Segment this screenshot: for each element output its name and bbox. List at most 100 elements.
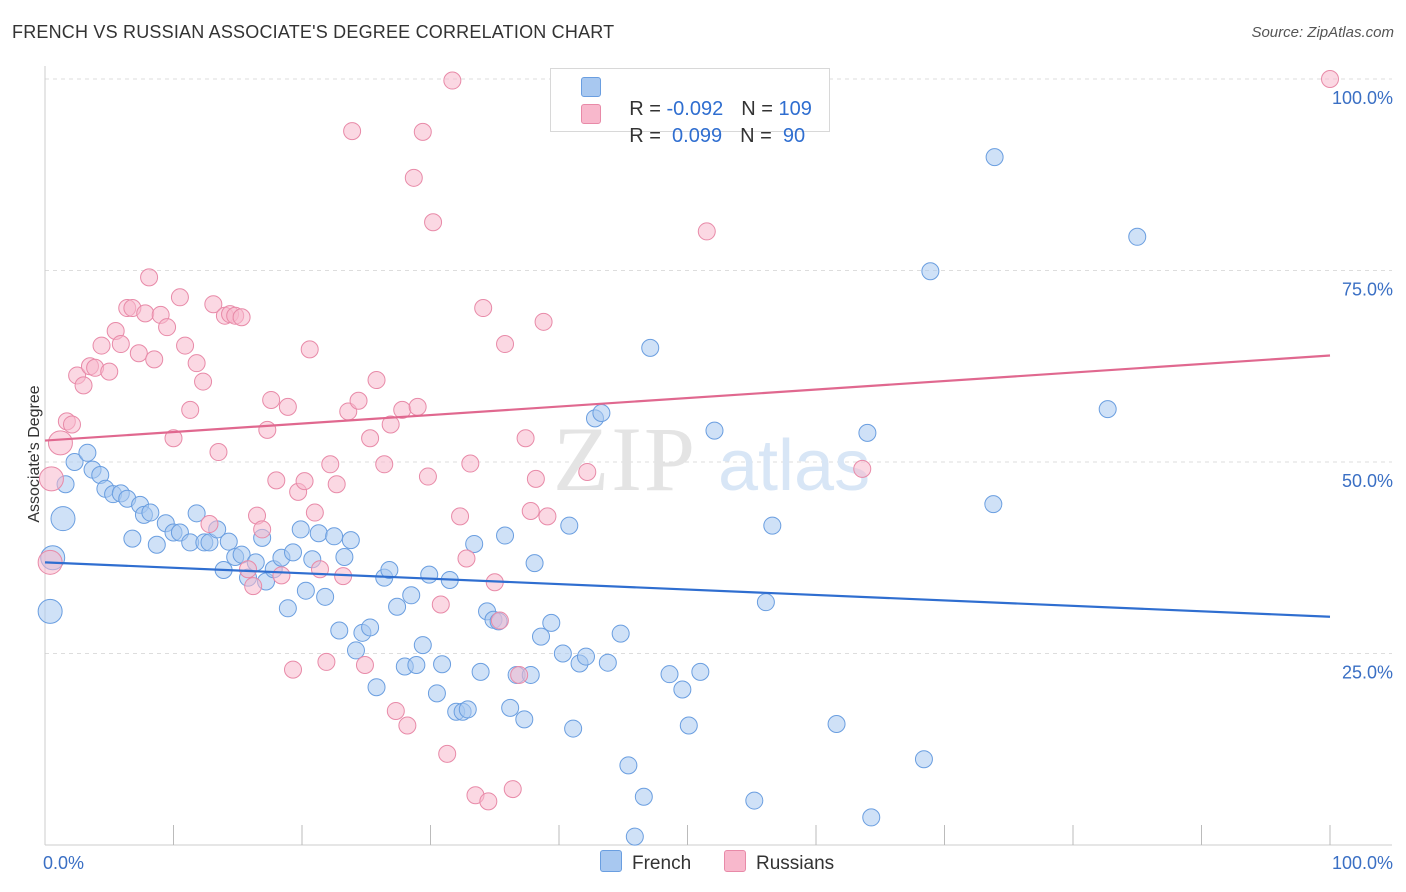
russian-point xyxy=(136,304,155,323)
russian-point xyxy=(170,288,189,307)
russian-point xyxy=(443,71,462,90)
russian-point xyxy=(1321,70,1339,88)
russian-point xyxy=(74,376,93,395)
french-point xyxy=(827,714,846,733)
french-point xyxy=(984,495,1003,514)
french-point xyxy=(471,662,490,681)
french-point xyxy=(501,698,520,717)
russian-point xyxy=(404,168,423,187)
russian-point xyxy=(343,122,362,141)
french-point xyxy=(660,665,679,684)
french-point xyxy=(37,598,63,624)
legend-row-russians: R = 0.099 N = 90 xyxy=(581,102,805,147)
french-point xyxy=(679,716,698,735)
french-swatch xyxy=(581,77,601,97)
french-point xyxy=(78,443,97,462)
russians-n-label: N = xyxy=(740,125,778,147)
x-tick-label: 0.0% xyxy=(43,853,84,873)
french-point xyxy=(325,527,344,546)
legend-item-russians[interactable]: Russians xyxy=(724,850,834,875)
french-point xyxy=(673,680,692,699)
russians-legend-label: Russians xyxy=(756,853,835,874)
russian-point xyxy=(424,213,443,232)
french-point xyxy=(147,535,166,554)
russian-point xyxy=(129,344,148,363)
french-point xyxy=(619,756,638,775)
french-point xyxy=(1098,400,1117,419)
french-point xyxy=(598,653,617,672)
french-point xyxy=(367,678,386,697)
legend-item-french[interactable]: French xyxy=(600,850,691,875)
legend-row-french: R = -0.092 N = 109 xyxy=(581,75,812,120)
french-point xyxy=(309,524,328,543)
russian-point xyxy=(408,397,427,416)
russian-point xyxy=(305,503,324,522)
russian-point xyxy=(431,595,450,614)
russian-point xyxy=(538,507,557,526)
russian-point xyxy=(244,577,263,596)
french-point xyxy=(341,531,360,550)
russians-r-label: R = xyxy=(629,125,667,147)
french-point xyxy=(525,554,544,573)
russian-point xyxy=(534,312,553,331)
french-point xyxy=(458,700,477,719)
correlation-legend: R = -0.092 N = 109 R = 0.099 N = 90 xyxy=(550,68,830,147)
french-point xyxy=(691,662,710,681)
french-point xyxy=(402,586,421,605)
french-point xyxy=(316,587,335,606)
axes xyxy=(44,66,1392,846)
french-point xyxy=(592,403,611,422)
y-tick-label: 25.0% xyxy=(1342,663,1393,683)
russian-point xyxy=(145,350,164,369)
russian-point xyxy=(194,372,213,391)
chart-title: FRENCH VS RUSSIAN ASSOCIATE'S DEGREE COR… xyxy=(12,22,615,42)
russian-point xyxy=(267,471,286,490)
russian-point xyxy=(300,340,319,359)
french-r-label: R = xyxy=(629,98,667,120)
russians-r-value: 0.099 xyxy=(666,125,723,147)
french-point xyxy=(427,684,446,703)
french-point xyxy=(634,787,653,806)
russian-point xyxy=(278,397,297,416)
french-point xyxy=(141,503,160,522)
russian-point xyxy=(38,466,64,492)
russian-point xyxy=(438,744,457,763)
russian-point xyxy=(496,335,515,354)
russian-point xyxy=(232,308,251,327)
tick-labels: 25.0% 50.0% 75.0% 100.0% 0.0% 100.0% xyxy=(43,88,1393,873)
russian-point xyxy=(295,472,314,491)
russian-point xyxy=(253,520,272,539)
french-point xyxy=(388,597,407,616)
y-tick-label: 75.0% xyxy=(1342,280,1393,300)
watermark: ZIP atlas xyxy=(553,408,870,510)
french-point xyxy=(496,526,515,545)
french-point xyxy=(576,647,595,666)
russian-point xyxy=(321,455,340,474)
french-point xyxy=(564,719,583,738)
russian-point xyxy=(164,429,183,448)
french-legend-label: French xyxy=(632,853,692,874)
french-point xyxy=(985,148,1004,167)
french-r-value: -0.092 xyxy=(666,98,724,120)
russian-point xyxy=(317,652,336,671)
russians-swatch xyxy=(581,104,601,124)
y-tick-label: 100.0% xyxy=(1332,88,1393,108)
french-point xyxy=(553,644,572,663)
russian-point xyxy=(361,429,380,448)
russian-point xyxy=(176,336,195,355)
russian-point xyxy=(187,354,206,373)
russian-point xyxy=(284,660,303,679)
french-legend-swatch xyxy=(600,850,622,872)
russian-point xyxy=(204,295,223,314)
russian-point xyxy=(474,299,493,318)
russian-point xyxy=(258,420,277,439)
russians-legend-swatch xyxy=(724,850,746,872)
french-point xyxy=(858,423,877,442)
russian-point xyxy=(200,515,219,534)
source-label: Source: ZipAtlas.com xyxy=(1251,24,1394,41)
french-point xyxy=(705,421,724,440)
french-point xyxy=(542,613,561,632)
russian-point xyxy=(181,400,200,419)
russian-point xyxy=(451,507,470,526)
russian-point xyxy=(386,701,405,720)
